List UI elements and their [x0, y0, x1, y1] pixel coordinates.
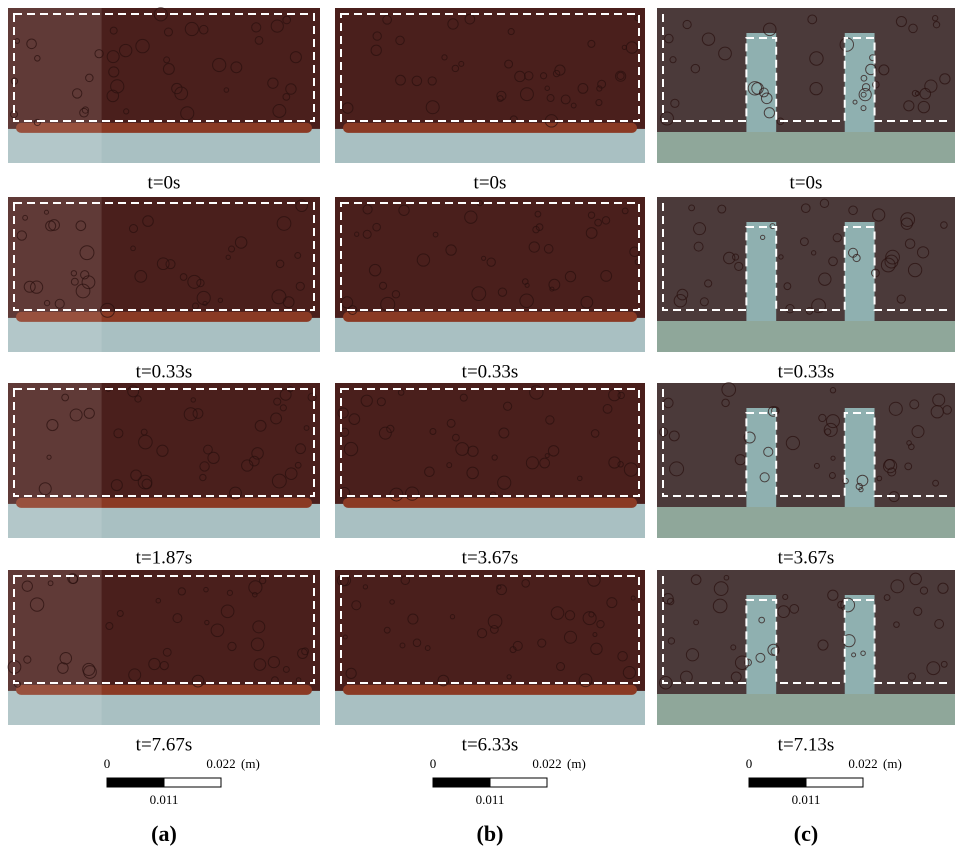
scale-white — [164, 778, 221, 787]
slot — [845, 222, 875, 321]
scale-unit: (m) — [567, 756, 586, 771]
slot — [845, 33, 875, 132]
dark-region — [657, 197, 955, 321]
scale-end: 0.022 — [848, 756, 877, 771]
slot — [746, 408, 776, 507]
scale-end: 0.022 — [532, 756, 561, 771]
bubble-layer — [343, 685, 637, 695]
photo — [8, 197, 320, 352]
bubble-layer — [343, 498, 637, 508]
caption: t=6.33s — [462, 734, 519, 755]
bubble-layer — [343, 123, 637, 133]
caption: t=0.33s — [136, 361, 193, 382]
photo — [8, 8, 320, 163]
caption: t=0s — [790, 172, 823, 193]
scale-end: 0.022 — [206, 756, 235, 771]
caption: t=3.67s — [462, 547, 519, 568]
dark-region — [657, 570, 955, 694]
panel-label: (b) — [477, 821, 504, 846]
shade — [8, 197, 102, 352]
caption: t=1.87s — [136, 547, 193, 568]
dark-region — [335, 570, 645, 691]
scale-mid: 0.011 — [792, 792, 821, 807]
scale-black — [749, 778, 806, 787]
panel-label: (a) — [151, 821, 177, 846]
scale-black — [107, 778, 164, 787]
photo — [657, 197, 955, 352]
photo — [335, 570, 645, 725]
dark-region — [335, 197, 645, 318]
slot — [845, 408, 875, 507]
dark-region — [657, 8, 955, 132]
scale-black — [433, 778, 490, 787]
scale-unit: (m) — [241, 756, 260, 771]
dark-region — [335, 383, 645, 504]
scale-white — [490, 778, 547, 787]
figure: t=0s t=0.33s t=1.87s t=7.67s 0 0.022 (m) 0.011 (… — [0, 0, 959, 852]
shade — [8, 383, 102, 538]
photo — [8, 383, 320, 538]
shade — [8, 8, 102, 163]
caption: t=7.67s — [136, 734, 193, 755]
scale-unit: (m) — [883, 756, 902, 771]
bubble-layer — [343, 312, 637, 322]
scale-mid: 0.011 — [150, 792, 179, 807]
caption: t=0.33s — [778, 361, 835, 382]
scale-start: 0 — [746, 756, 753, 771]
photo — [657, 570, 955, 725]
photo — [657, 383, 955, 538]
scale-mid: 0.011 — [476, 792, 505, 807]
photo — [335, 197, 645, 352]
photo — [8, 570, 320, 725]
scale-start: 0 — [104, 756, 111, 771]
photo — [657, 8, 955, 163]
caption: t=7.13s — [778, 734, 835, 755]
scale-start: 0 — [430, 756, 437, 771]
slot — [746, 222, 776, 321]
dark-region — [335, 8, 645, 129]
panel-label: (c) — [794, 821, 818, 846]
photo — [335, 8, 645, 163]
scale-white — [806, 778, 863, 787]
shade — [8, 570, 102, 725]
slot — [845, 595, 875, 694]
caption: t=0.33s — [462, 361, 519, 382]
caption: t=3.67s — [778, 547, 835, 568]
photo — [335, 383, 645, 538]
caption: t=0s — [148, 172, 181, 193]
caption: t=0s — [474, 172, 507, 193]
